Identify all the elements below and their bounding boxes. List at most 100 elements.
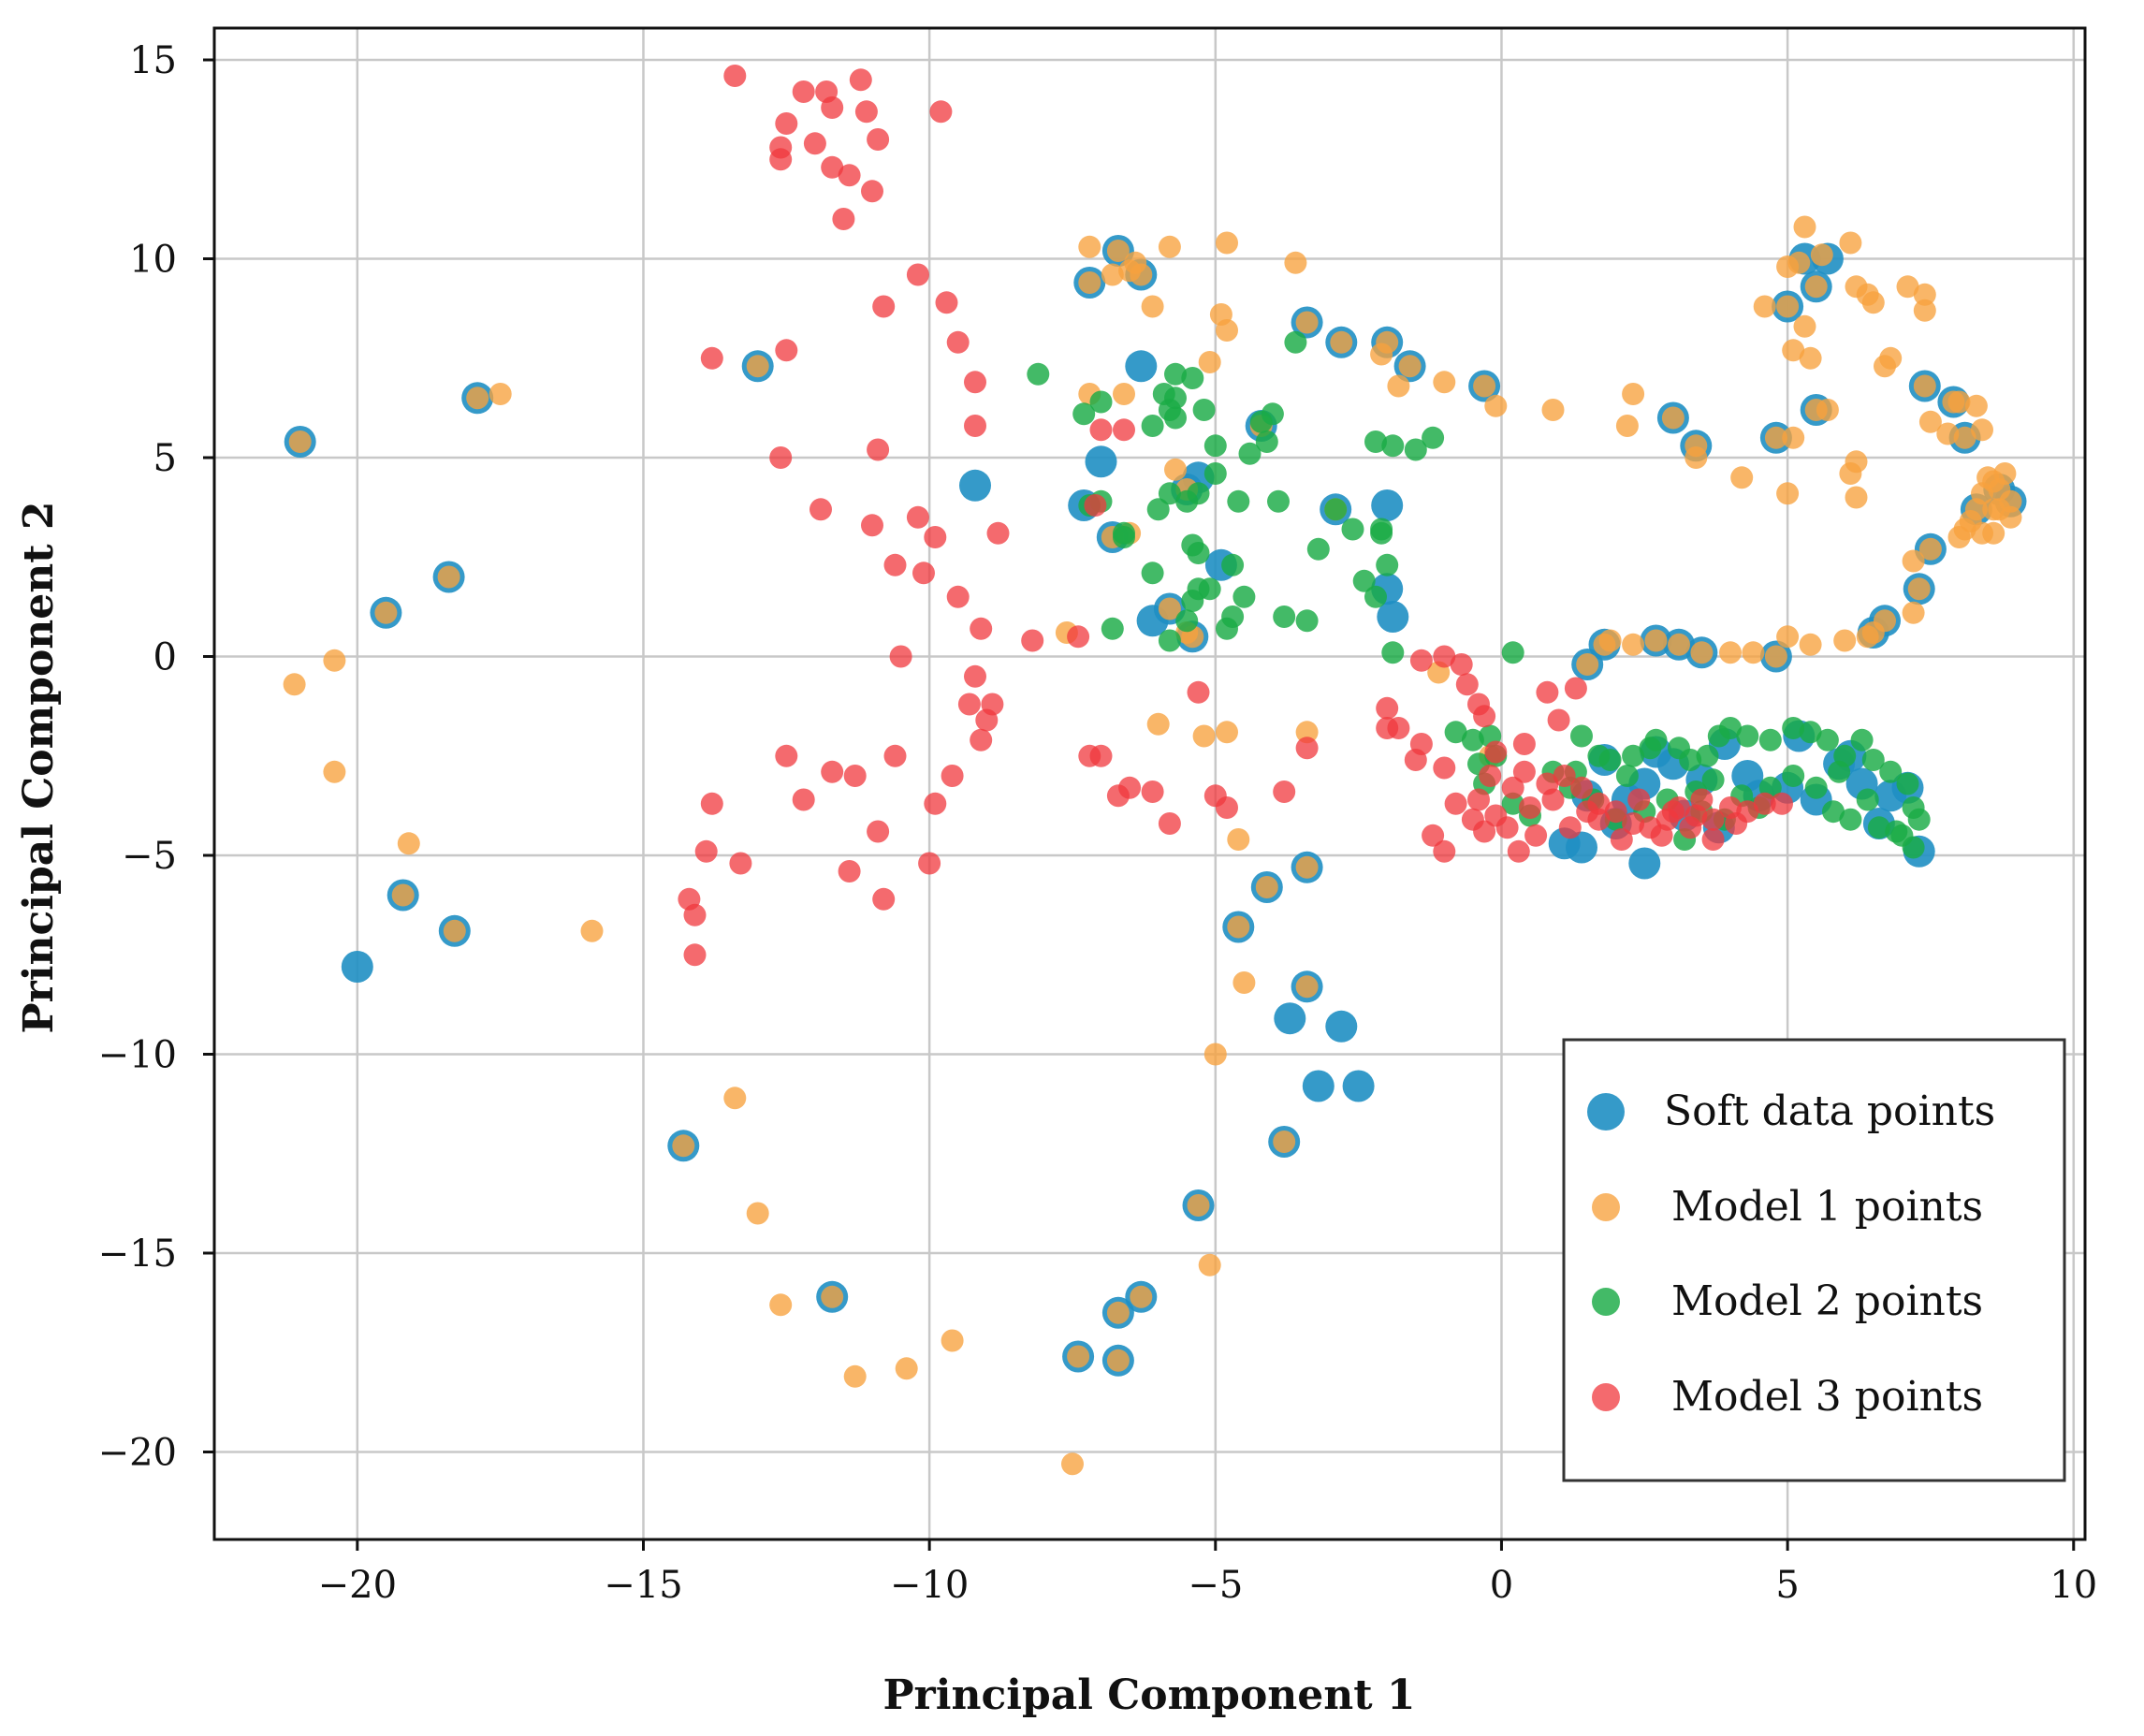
data-point-model2 xyxy=(1181,367,1204,389)
data-point-model1 xyxy=(1839,231,1862,255)
data-point-model1 xyxy=(1078,271,1101,294)
data-point-model3 xyxy=(1409,733,1433,755)
data-point-model3 xyxy=(832,208,855,230)
data-point-model2 xyxy=(1381,641,1405,664)
data-point-model2 xyxy=(1164,406,1187,430)
legend-marker-model2 xyxy=(1592,1288,1620,1316)
series-model3 xyxy=(678,65,1793,967)
data-point-model1 xyxy=(1198,351,1221,373)
data-point-model2 xyxy=(1622,744,1645,767)
y-tick-label: 5 xyxy=(153,437,177,480)
data-point-model1 xyxy=(1227,828,1250,851)
data-point-model3 xyxy=(843,765,867,787)
data-point-model3 xyxy=(1444,792,1467,815)
data-point-model1 xyxy=(1971,521,1993,545)
data-point-model1 xyxy=(1295,975,1319,999)
data-point-model1 xyxy=(1947,526,1971,548)
data-point-model3 xyxy=(1409,649,1433,672)
data-point-model3 xyxy=(924,792,947,815)
data-point-model1 xyxy=(1874,355,1896,378)
data-point-model3 xyxy=(906,263,929,286)
data-point-model3 xyxy=(1455,673,1479,696)
data-point-model3 xyxy=(946,330,970,354)
data-point-model2 xyxy=(1227,489,1250,513)
data-point-model3 xyxy=(683,943,707,967)
legend-marker-soft xyxy=(1587,1093,1625,1131)
data-point-model3 xyxy=(803,132,826,155)
data-point-model1 xyxy=(1690,641,1714,664)
data-point-model3 xyxy=(1771,792,1793,815)
data-point-model2 xyxy=(1570,724,1593,748)
data-point-model1 xyxy=(1473,374,1496,398)
data-point-soft xyxy=(341,951,373,983)
data-point-model2 xyxy=(1273,605,1296,628)
data-point-model3 xyxy=(821,96,844,119)
data-point-model1 xyxy=(1896,275,1919,299)
data-point-soft xyxy=(1302,1070,1335,1102)
data-point-model3 xyxy=(964,415,986,437)
data-point-model3 xyxy=(1524,824,1548,847)
data-point-model3 xyxy=(889,645,912,668)
data-point-model3 xyxy=(1187,680,1210,704)
data-point-soft xyxy=(1125,350,1158,383)
data-point-soft xyxy=(1371,489,1404,521)
data-point-model2 xyxy=(1828,760,1851,783)
data-point-model1 xyxy=(1753,295,1776,318)
data-point-model1 xyxy=(1776,482,1800,505)
x-tick-label: 0 xyxy=(1490,1564,1513,1607)
data-point-model1 xyxy=(1907,577,1931,601)
data-point-model3 xyxy=(1495,816,1519,839)
data-point-model2 xyxy=(1146,498,1170,521)
data-point-model3 xyxy=(729,852,752,875)
data-point-model1 xyxy=(1164,458,1187,481)
data-point-model3 xyxy=(1650,824,1673,847)
data-point-model3 xyxy=(1519,796,1541,819)
data-point-model3 xyxy=(775,339,798,362)
data-point-model1 xyxy=(1988,498,2011,521)
data-point-model3 xyxy=(964,664,986,688)
data-point-model1 xyxy=(1644,629,1668,652)
data-point-model1 xyxy=(672,1134,695,1158)
data-point-model2 xyxy=(1203,462,1227,485)
data-point-model2 xyxy=(1238,442,1262,465)
data-point-model3 xyxy=(1690,788,1714,811)
data-point-model3 xyxy=(986,521,1010,545)
data-point-model3 xyxy=(1701,808,1725,831)
data-point-model3 xyxy=(1679,816,1702,839)
data-point-soft xyxy=(1628,847,1661,880)
data-points xyxy=(283,65,2027,1476)
data-point-model1 xyxy=(1971,418,1993,442)
data-point-model1 xyxy=(1067,1345,1090,1368)
x-tick-label: −10 xyxy=(890,1564,969,1607)
data-point-model1 xyxy=(1816,399,1839,421)
data-point-model3 xyxy=(775,744,798,767)
data-point-model1 xyxy=(746,355,769,378)
data-point-model1 xyxy=(1764,426,1787,449)
data-point-model1 xyxy=(1433,371,1456,394)
y-tick-label: −15 xyxy=(98,1233,177,1276)
data-point-model2 xyxy=(1615,765,1639,787)
data-point-soft xyxy=(1274,1002,1306,1035)
data-point-model1 xyxy=(1541,399,1565,421)
data-point-model2 xyxy=(1381,434,1405,458)
data-point-model1 xyxy=(1106,1349,1130,1372)
data-point-model1 xyxy=(1576,653,1599,676)
data-point-model3 xyxy=(821,155,844,179)
data-point-model3 xyxy=(918,852,941,875)
data-point-model1 xyxy=(1804,275,1828,299)
data-point-model3 xyxy=(1295,737,1319,760)
data-point-model2 xyxy=(1364,585,1387,608)
data-point-model3 xyxy=(1461,808,1484,831)
data-point-model1 xyxy=(1078,235,1101,258)
data-point-model3 xyxy=(1422,824,1445,847)
data-point-model1 xyxy=(1106,240,1130,262)
data-point-model1 xyxy=(1833,629,1857,652)
data-point-model3 xyxy=(1433,645,1456,668)
data-point-model2 xyxy=(1719,717,1742,739)
data-point-model1 xyxy=(1484,394,1508,417)
data-point-model3 xyxy=(1570,776,1593,799)
data-point-model3 xyxy=(1564,677,1587,700)
data-point-model1 xyxy=(1273,1131,1296,1153)
legend: Soft data points Model 1 points Model 2 … xyxy=(1562,1038,2066,1482)
legend-label-model1: Model 1 points xyxy=(1671,1183,1983,1231)
